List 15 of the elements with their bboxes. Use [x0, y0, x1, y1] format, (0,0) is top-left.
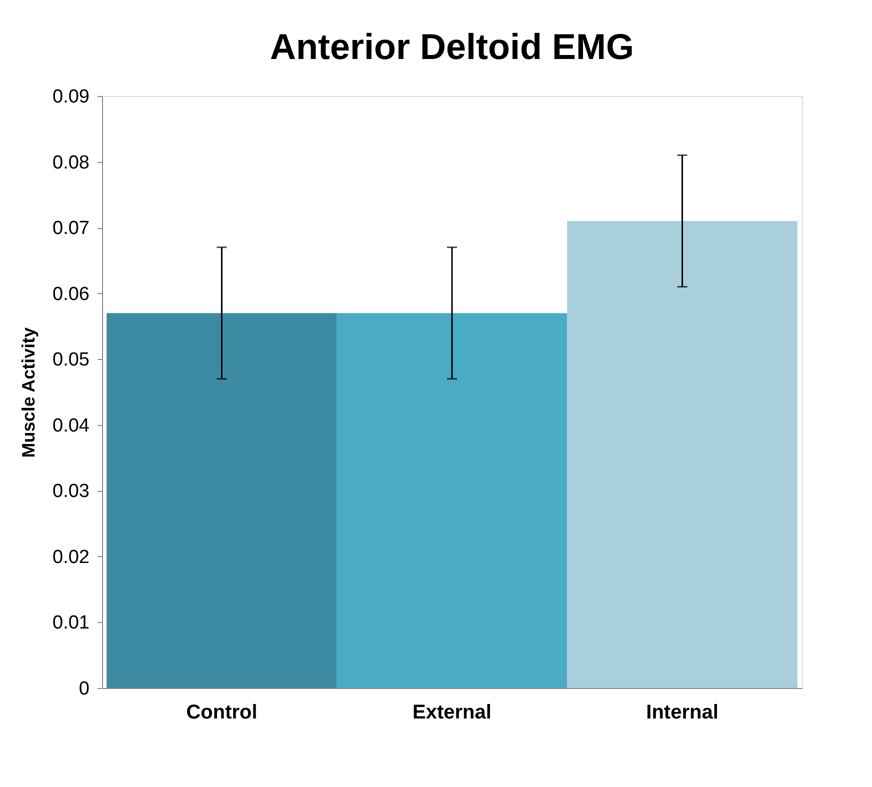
chart-title: Anterior Deltoid EMG	[270, 26, 634, 67]
x-tick-label: Internal	[646, 702, 718, 724]
y-tick-label: 0.04	[52, 415, 90, 436]
y-tick-label: 0.05	[52, 350, 90, 371]
y-tick-label: 0.06	[52, 284, 90, 305]
y-tick-label: 0.09	[52, 86, 90, 108]
y-tick-label: 0.03	[52, 481, 90, 502]
y-tick-label: 0.08	[52, 152, 90, 174]
y-axis-title: Muscle Activity	[18, 327, 39, 458]
y-tick-label: 0	[78, 678, 90, 700]
y-tick-label: 0.02	[52, 546, 90, 568]
x-tick-label: Control	[186, 702, 258, 724]
y-tick-label: 0.01	[52, 612, 90, 634]
x-tick-label: External	[412, 702, 492, 724]
y-tick-label: 0.07	[52, 218, 90, 240]
